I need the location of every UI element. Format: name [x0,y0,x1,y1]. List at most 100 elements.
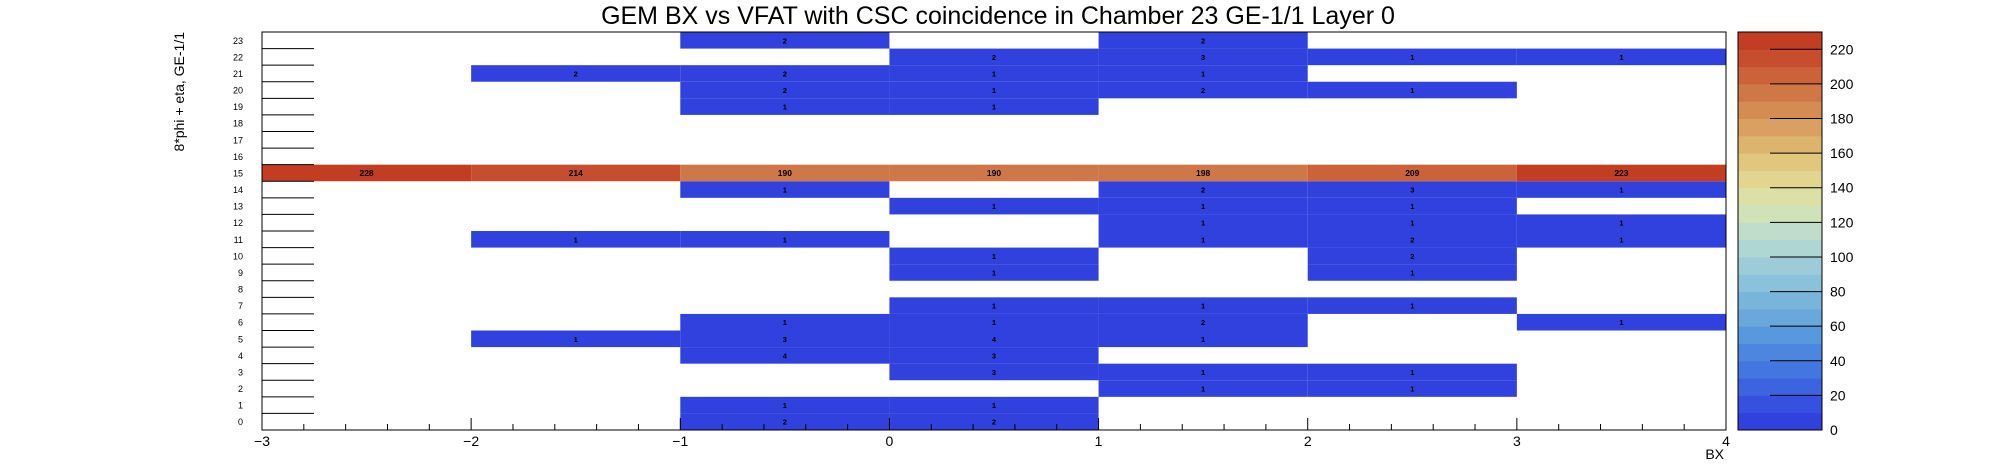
cell-value-label: 1 [1201,219,1205,228]
cell-value-label: 1 [992,69,996,78]
cell-value-label: 1 [574,335,578,344]
y-tick-label: 23 [233,36,243,46]
heatmap-cell [889,81,1099,99]
heatmap-cell [1307,264,1517,281]
cell-value-label: 1 [783,318,787,327]
cell-value-label: 1 [1619,318,1623,327]
heatmap-cell [1098,164,1308,182]
heatmap-cell [889,98,1099,115]
heatmap-cell [1516,214,1726,231]
heatmap-cell [680,181,890,198]
heatmap-cell [889,48,1099,66]
colorbar-segment [1738,187,1822,206]
heatmap-cell [889,264,1099,281]
heatmap-cell [1307,231,1517,248]
y-tick-label: 11 [234,235,243,245]
cell-value-label: 1 [574,235,578,244]
cell-value-label: 2 [783,36,787,45]
cell-value-label: 2 [1410,235,1414,244]
y-tick-label: 5 [238,334,243,344]
colorbar-segment [1738,412,1822,431]
cell-value-label: 1 [992,86,996,95]
cell-value-label: 190 [987,168,1001,178]
heatmap-cell [1516,164,1726,182]
x-axis-label: BX [1705,446,1724,462]
y-tick-label: 17 [233,135,243,145]
x-tick-label: 4 [1722,433,1730,449]
heatmap-cell [889,363,1099,381]
heatmap-cell [1307,181,1517,198]
cell-value-label: 1 [1410,86,1414,95]
heatmap-cell [889,164,1099,182]
heatmap-cell [1307,81,1517,99]
heatmap-cell [471,330,681,348]
cell-value-label: 3 [1201,53,1205,62]
colorbar-segment [1738,395,1822,414]
heatmap-cell [1307,247,1517,265]
heatmap-cell [1307,164,1517,182]
colorbar-tick-label: 40 [1830,353,1846,369]
cell-value-label: 1 [1201,368,1205,377]
cell-value-label: 3 [992,351,996,360]
heatmap-cell [680,32,890,49]
colorbar-tick-label: 60 [1830,318,1846,334]
cell-value-label: 1 [992,318,996,327]
colorbar-segment [1738,205,1822,223]
cell-value-label: 2 [1201,318,1205,327]
colorbar-tick-label: 100 [1830,249,1854,265]
cell-value-label: 1 [1410,368,1414,377]
cell-value-label: 2 [783,418,787,427]
colorbar-segment [1738,239,1822,258]
cell-value-label: 2 [1201,86,1205,95]
cell-value-label: 3 [1410,186,1414,195]
heatmap-cell [1098,197,1308,215]
cell-value-label: 2 [574,69,578,78]
heatmap-cell [1307,380,1517,397]
colorbar-segment [1738,360,1822,379]
cell-value-label: 4 [992,335,997,344]
cell-value-label: 1 [1201,385,1205,394]
y-tick-label: 0 [238,417,243,427]
heatmap-cell [262,164,472,182]
heatmap-cell [1098,32,1308,49]
heatmap-cells [262,32,1726,430]
cell-value-label: 1 [1410,385,1414,394]
y-tick-label: 14 [233,185,243,195]
colorbar-segment [1738,256,1822,275]
colorbar-segment [1738,66,1822,85]
y-axis-label: 8*phi + eta, GE-1/1 [171,32,187,152]
heatmap-cell [680,413,890,430]
heatmap-cell [1098,181,1308,198]
cell-value-label: 1 [1619,219,1623,228]
cell-value-label: 228 [359,168,373,178]
y-tick-label: 20 [233,86,243,96]
heatmap-cell-labels: 2 2 1 1 1 1 3 1 1 4 3 1 3 4 1 1 1 2 1 1 1 1 1 1 1 2 1 1 1 2 1 1 1 1 1 1 1 1 2 3… [359,36,1628,426]
cell-value-label: 214 [569,168,583,178]
cell-value-label: 1 [1201,302,1205,311]
colorbar-tick-label: 180 [1830,111,1854,127]
heatmap-cell [1098,48,1308,66]
cell-value-label: 1 [992,103,996,112]
cell-value-label: 1 [992,302,996,311]
heatmap-cell [680,330,890,348]
cell-value-label: 1 [1619,53,1623,62]
y-tick-label: 1 [238,401,243,411]
cell-value-label: 209 [1405,168,1419,178]
y-tick-label: 7 [238,301,243,311]
y-tick-label: 8 [238,285,243,295]
cell-value-label: 1 [783,401,787,410]
heatmap-cell [1098,81,1308,99]
cell-value-label: 1 [783,186,787,195]
axes: 01234567891011121314151617181920212223−3… [233,31,1730,449]
heatmap-cell [889,413,1099,430]
chart-title: GEM BX vs VFAT with CSC coincidence in C… [601,2,1395,30]
colorbar-segment [1738,326,1822,344]
x-tick-label: 3 [1513,433,1521,449]
heatmap-cell [1307,197,1517,215]
cell-value-label: 1 [992,268,996,277]
y-tick-label: 22 [233,52,243,62]
cell-value-label: 2 [783,86,787,95]
y-tick-label: 12 [233,218,243,228]
y-tick-label: 15 [233,168,243,178]
